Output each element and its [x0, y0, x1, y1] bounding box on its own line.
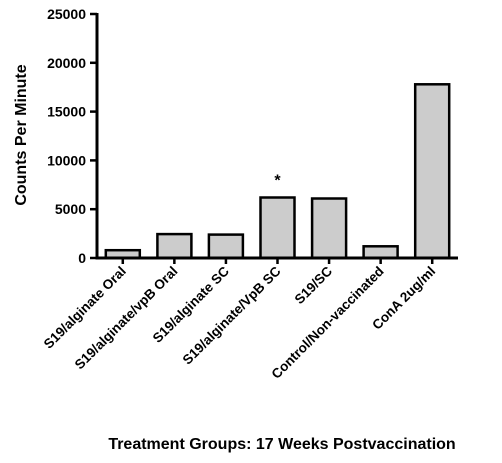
y-tick-label-4: 20000	[47, 55, 86, 71]
y-tick-label-1: 5000	[55, 201, 86, 217]
y-tick-label-3: 15000	[47, 104, 86, 120]
x-tick-label-2: S19/alginate/vpB Oral	[72, 264, 181, 373]
annotation-1: *	[274, 172, 281, 189]
x-tick-label-5: S19/SC	[292, 263, 336, 307]
bar-5	[310, 197, 348, 260]
bar-3	[207, 233, 245, 260]
y-axis-title: Counts Per Minute	[13, 64, 30, 205]
x-tick-label-4: S19/alginate/VpB SC	[180, 263, 284, 367]
bar-7	[413, 83, 451, 260]
y-tick-label-2: 10000	[47, 152, 86, 168]
annotations-layer: *	[274, 172, 281, 189]
y-tick-label-5: 25000	[47, 6, 86, 22]
bar-4	[259, 196, 296, 260]
x-axis-title: Treatment Groups: 17 Weeks Postvaccinati…	[108, 436, 455, 453]
bars-layer	[104, 83, 451, 260]
y-ticks-layer: 0 5000 10000 15000 20000 25000	[47, 6, 97, 266]
bar-2	[156, 232, 193, 260]
y-tick-label-0: 0	[78, 250, 86, 266]
bar-6	[362, 245, 399, 260]
